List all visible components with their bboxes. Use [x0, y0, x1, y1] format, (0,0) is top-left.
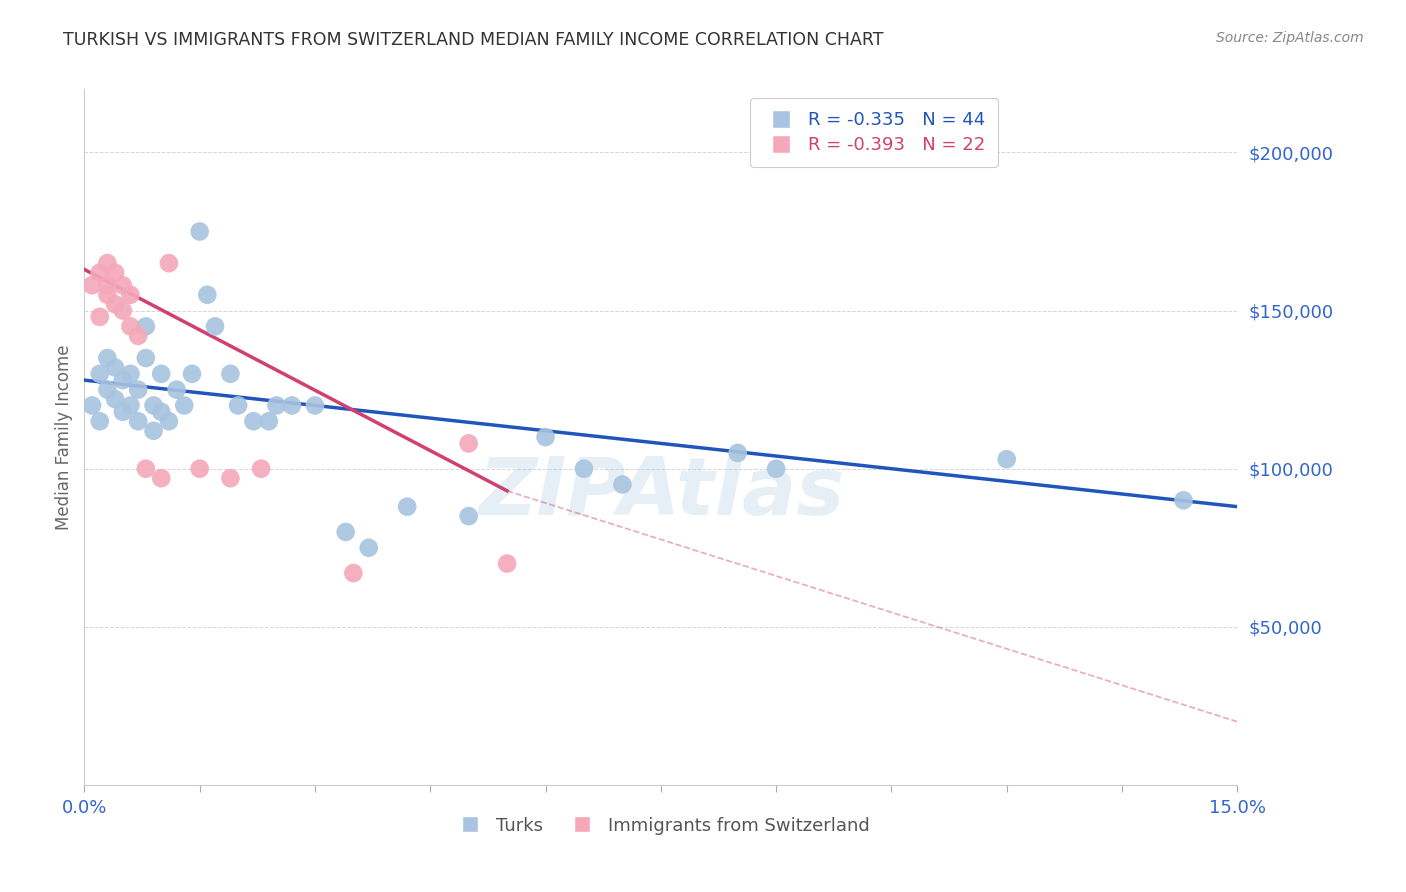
Point: [204, 319, 226, 334]
Point: [104, 392, 127, 406]
Point: [127, 414, 149, 428]
Point: [80, 278, 103, 293]
Point: [96, 383, 118, 397]
Point: [226, 399, 249, 413]
Point: [96, 256, 118, 270]
Point: [457, 509, 479, 524]
Point: [342, 566, 364, 580]
Point: [89, 310, 111, 324]
Point: [181, 367, 204, 381]
Point: [135, 319, 157, 334]
Point: [150, 405, 173, 419]
Point: [572, 461, 595, 475]
Point: [219, 367, 242, 381]
Point: [96, 278, 118, 293]
Point: [188, 225, 211, 239]
Text: TURKISH VS IMMIGRANTS FROM SWITZERLAND MEDIAN FAMILY INCOME CORRELATION CHART: TURKISH VS IMMIGRANTS FROM SWITZERLAND M…: [63, 31, 884, 49]
Point: [111, 405, 134, 419]
Point: [96, 351, 118, 365]
Point: [104, 297, 127, 311]
Point: [157, 414, 180, 428]
Point: [727, 446, 749, 460]
Y-axis label: Median Family Income: Median Family Income: [55, 344, 73, 530]
Point: [135, 461, 157, 475]
Point: [188, 461, 211, 475]
Point: [120, 287, 142, 301]
Point: [142, 399, 165, 413]
Point: [173, 399, 195, 413]
Point: [120, 399, 142, 413]
Point: [995, 452, 1018, 467]
Point: [111, 278, 134, 293]
Point: [111, 373, 134, 387]
Point: [89, 367, 111, 381]
Point: [150, 367, 173, 381]
Point: [127, 329, 149, 343]
Point: [765, 461, 787, 475]
Point: [135, 351, 157, 365]
Point: [195, 287, 218, 301]
Point: [281, 399, 304, 413]
Point: [242, 414, 264, 428]
Point: [89, 266, 111, 280]
Point: [157, 256, 180, 270]
Point: [266, 399, 288, 413]
Text: ZIPAtlas: ZIPAtlas: [478, 454, 844, 532]
Point: [89, 414, 111, 428]
Point: [120, 367, 142, 381]
Point: [104, 360, 127, 375]
Point: [250, 461, 273, 475]
Point: [396, 500, 419, 514]
Point: [457, 436, 479, 450]
Point: [127, 383, 149, 397]
Point: [111, 303, 134, 318]
Point: [357, 541, 380, 555]
Point: [1173, 493, 1195, 508]
Point: [80, 399, 103, 413]
Point: [257, 414, 280, 428]
Point: [304, 399, 326, 413]
Point: [142, 424, 165, 438]
Point: [612, 477, 634, 491]
Text: Source: ZipAtlas.com: Source: ZipAtlas.com: [1216, 31, 1364, 45]
Point: [120, 319, 142, 334]
Legend: Turks, Immigrants from Switzerland: Turks, Immigrants from Switzerland: [446, 810, 876, 842]
Point: [335, 524, 357, 539]
Point: [104, 266, 127, 280]
Point: [96, 287, 118, 301]
Point: [534, 430, 557, 444]
Point: [219, 471, 242, 485]
Point: [496, 557, 519, 571]
Point: [166, 383, 188, 397]
Point: [150, 471, 173, 485]
